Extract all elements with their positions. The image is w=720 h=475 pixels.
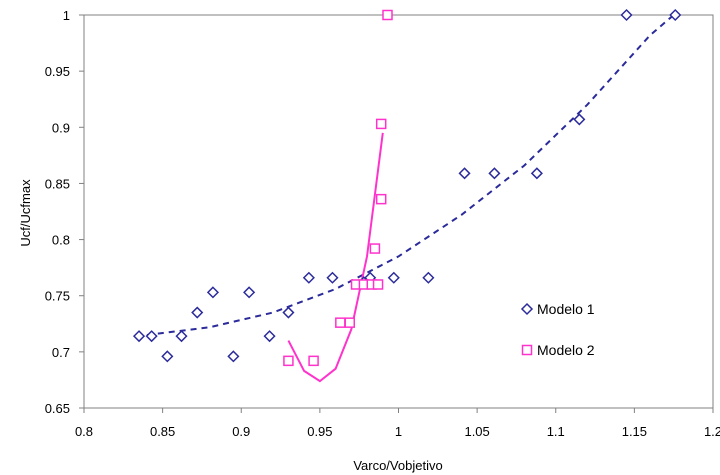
- data-point-modelo-1: [145, 330, 158, 343]
- x-tick-label: 1: [395, 424, 402, 439]
- data-point-modelo-1: [422, 271, 435, 284]
- data-point-modelo-1: [263, 330, 276, 343]
- data-point-modelo-2: [308, 355, 319, 367]
- legend-marker-modelo-1: [520, 302, 534, 316]
- data-point-modelo-2: [375, 118, 387, 130]
- data-point-modelo-1: [530, 167, 543, 180]
- data-point-modelo-2: [283, 355, 294, 367]
- x-tick-label: 0.85: [150, 424, 175, 439]
- data-point-modelo-1: [161, 350, 174, 363]
- data-point-modelo-2: [375, 193, 387, 205]
- data-point-modelo-1: [488, 167, 501, 180]
- data-point-modelo-2: [344, 317, 356, 328]
- data-markers: [132, 8, 682, 367]
- trendlines: [146, 14, 675, 383]
- y-tick-label: 0.9: [52, 120, 70, 135]
- plot-area: [83, 14, 714, 409]
- x-tick-label: 0.8: [75, 424, 93, 439]
- data-point-modelo-1: [387, 271, 400, 284]
- data-point-modelo-1: [206, 286, 220, 299]
- legend-label-modelo-2: Modelo 2: [537, 342, 595, 358]
- data-point-modelo-1: [302, 271, 315, 284]
- x-axis: 0.8 0.85 0.9 0.95 1 1.05 1.1 1.15 1.2: [75, 408, 720, 439]
- y-axis: 0.65 0.7 0.75 0.8 0.85 0.9 0.95 1: [45, 8, 84, 416]
- legend-label-modelo-1: Modelo 1: [537, 301, 595, 317]
- data-point-modelo-1: [669, 8, 682, 22]
- data-point-modelo-1: [458, 167, 471, 180]
- data-point-modelo-2: [382, 9, 393, 21]
- y-tick-label: 0.7: [52, 345, 70, 360]
- trendline-modelo-2: [287, 132, 384, 383]
- x-tick-label: 1.15: [622, 424, 647, 439]
- data-point-modelo-2: [335, 317, 346, 328]
- data-point-modelo-1: [282, 306, 295, 319]
- x-tick-label: 1.2: [704, 424, 720, 439]
- data-point-modelo-1: [243, 286, 256, 299]
- plot-border: [83, 14, 714, 409]
- data-point-modelo-1: [620, 8, 633, 22]
- data-point-modelo-1: [191, 306, 204, 319]
- data-point-modelo-1: [175, 330, 188, 343]
- data-point-modelo-2: [369, 243, 381, 254]
- data-point-modelo-1: [326, 271, 339, 284]
- data-point-modelo-1: [227, 350, 240, 363]
- legend-marker-modelo-2: [521, 344, 533, 356]
- x-tick-label: 1.1: [547, 424, 565, 439]
- y-tick-label: 0.65: [45, 401, 70, 416]
- y-tick-label: 0.95: [45, 64, 70, 79]
- y-tick-label: 0.85: [45, 176, 70, 191]
- x-tick-label: 0.9: [232, 424, 250, 439]
- y-tick-label: 0.75: [45, 289, 70, 304]
- x-tick-label: 0.95: [307, 424, 332, 439]
- legend: Modelo 1 Modelo 2: [520, 301, 595, 358]
- y-axis-title: Ucf/Ucfmax: [18, 179, 33, 247]
- y-tick-label: 1: [63, 8, 70, 23]
- data-point-modelo-2: [372, 279, 384, 290]
- y-tick-label: 0.8: [52, 233, 70, 248]
- data-point-modelo-1: [132, 330, 146, 343]
- trendline-modelo-1: [146, 14, 675, 336]
- x-axis-title: Varco/Vobjetivo: [353, 458, 442, 473]
- x-tick-label: 1.05: [464, 424, 489, 439]
- data-point-modelo-1: [573, 113, 586, 126]
